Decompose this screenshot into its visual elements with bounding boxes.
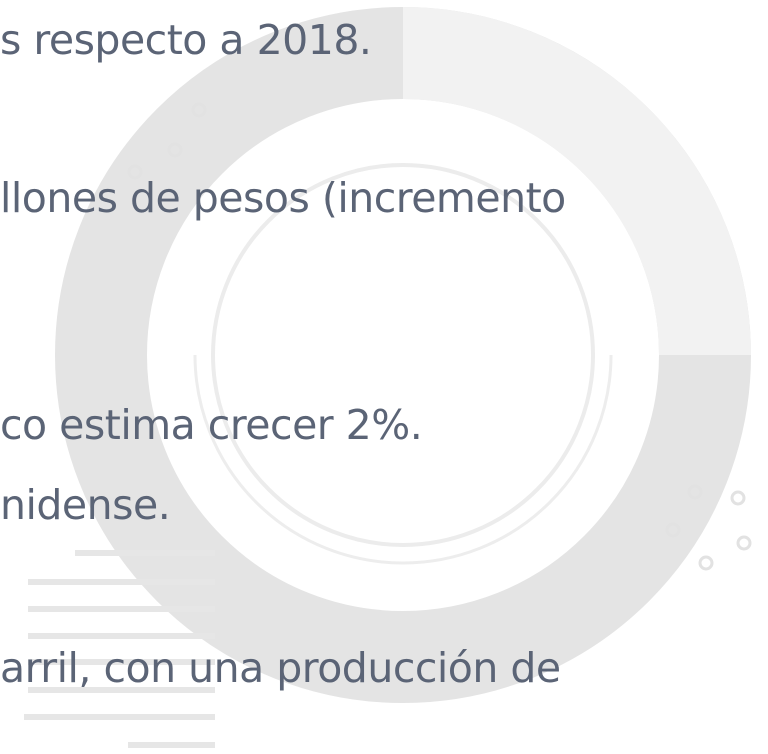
- deco-lines: [24, 550, 215, 748]
- donut-light-segment: [403, 7, 751, 355]
- text-line: llones de pesos (incremento: [0, 174, 566, 222]
- inner-ring: [211, 163, 595, 547]
- text-line: s respecto a 2018.: [0, 16, 372, 64]
- text-line: arril, con una producción de: [0, 644, 561, 692]
- text-line: nidense.: [0, 481, 171, 529]
- dots: [127, 102, 752, 571]
- text-line: co estima crecer 2%.: [0, 401, 423, 449]
- inner-arc: [193, 354, 613, 565]
